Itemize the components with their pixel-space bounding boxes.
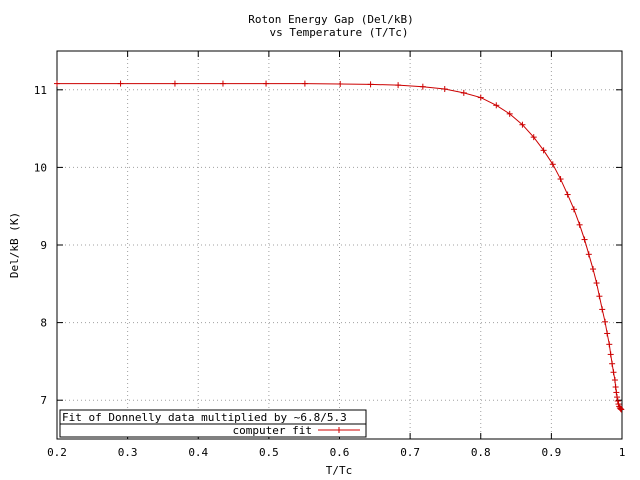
data-point: [557, 176, 564, 183]
data-point: [263, 80, 270, 87]
data-point: [171, 80, 178, 87]
data-point: [441, 86, 448, 93]
data-point: [337, 80, 344, 87]
data-point: [493, 102, 500, 109]
y-tick-label: 9: [40, 239, 47, 252]
data-point: [612, 384, 619, 391]
x-tick-label: 0.6: [330, 446, 350, 459]
x-tick-label: 0.2: [47, 446, 67, 459]
chart-title-line2: vs Temperature (T/Tc): [269, 26, 408, 39]
data-point: [506, 110, 513, 117]
y-tick-label: 8: [40, 317, 47, 330]
data-point: [570, 206, 577, 213]
y-tick-label: 10: [34, 161, 47, 174]
data-point: [419, 83, 426, 90]
data-point: [614, 394, 621, 401]
y-tick-label: 7: [40, 394, 47, 407]
data-point: [609, 360, 616, 367]
x-tick-label: 0.7: [400, 446, 420, 459]
x-tick-label: 0.9: [541, 446, 561, 459]
data-point: [599, 306, 606, 313]
data-point: [593, 280, 600, 287]
data-point: [576, 221, 583, 228]
data-point: [602, 318, 609, 325]
legend-entry-label: computer fit: [233, 424, 312, 437]
data-point: [564, 191, 571, 198]
chart-title-line1: Roton Energy Gap (Del/kB): [248, 13, 414, 26]
x-tick-label: 0.5: [259, 446, 279, 459]
y-tick-label: 11: [34, 84, 47, 97]
data-point: [301, 80, 308, 87]
data-point: [549, 161, 556, 168]
data-point: [606, 341, 613, 348]
data-point: [610, 369, 617, 376]
grid-lines: [57, 51, 622, 439]
data-point: [604, 330, 611, 337]
data-point: [613, 389, 620, 396]
x-tick-label: 1: [619, 446, 626, 459]
legend-title: Fit of Donnelly data multiplied by ~6.8/…: [62, 411, 347, 424]
data-point: [54, 80, 60, 87]
data-point: [519, 121, 526, 128]
series-line: [57, 83, 622, 410]
data-point: [585, 251, 592, 258]
data-point: [367, 81, 374, 88]
series-layer: [54, 80, 625, 413]
data-point: [219, 80, 226, 87]
data-point: [530, 134, 537, 141]
legend-entry-sample: [318, 427, 360, 433]
y-axis-label: Del/kB (K): [8, 212, 21, 278]
data-point: [596, 293, 603, 300]
data-point: [117, 80, 124, 87]
data-point: [460, 89, 467, 96]
x-axis-label: T/Tc: [326, 464, 353, 477]
data-point: [607, 351, 614, 358]
x-tick-label: 0.4: [188, 446, 208, 459]
data-point: [590, 266, 597, 273]
data-point: [581, 236, 588, 243]
data-point: [618, 406, 625, 413]
data-point: [540, 147, 547, 154]
x-tick-label: 0.8: [471, 446, 491, 459]
data-point: [477, 94, 484, 101]
data-point: [617, 405, 624, 412]
data-point: [614, 397, 621, 404]
y-tick-labels: 7 8 9 10 11: [34, 84, 47, 407]
x-tick-label: 0.3: [118, 446, 138, 459]
data-point: [395, 82, 402, 89]
data-point: [336, 427, 342, 433]
x-tick-labels: 0.2 0.3 0.4 0.5 0.6 0.7 0.8 0.9 1: [47, 446, 625, 459]
plot-frame: [56, 50, 623, 440]
data-point: [611, 377, 618, 384]
legend: Fit of Donnelly data multiplied by ~6.8/…: [59, 409, 367, 438]
